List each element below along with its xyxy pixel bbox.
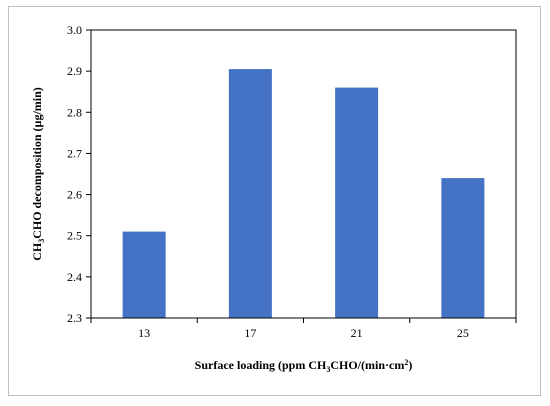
y-tick-label: 2.9 [67, 64, 82, 78]
y-tick-label: 3.0 [67, 23, 82, 37]
y-axis-title: CH3CHO decomposition (µg/min) [30, 87, 46, 261]
y-tick-label: 2.5 [67, 229, 82, 243]
bar-21 [335, 87, 379, 318]
x-tick-label: 25 [457, 326, 469, 340]
bar-25 [441, 178, 485, 318]
y-axis-ticks: 2.3 2.4 2.5 2.6 2.7 2.8 2.9 3.0 [67, 23, 91, 325]
plot-border [90, 29, 517, 319]
bars-group [122, 69, 485, 318]
bar-17 [228, 69, 272, 318]
y-tick-label: 2.8 [67, 105, 82, 119]
y-tick-label: 2.6 [67, 188, 82, 202]
bar-13 [122, 231, 166, 318]
x-tick-label: 13 [138, 326, 150, 340]
y-tick-label: 2.3 [67, 311, 82, 325]
x-tick-label: 21 [351, 326, 363, 340]
x-tick-label: 17 [244, 326, 256, 340]
x-axis-ticks: 13 17 21 25 [90, 318, 517, 340]
y-tick-label: 2.7 [67, 146, 82, 160]
y-tick-label: 2.4 [67, 270, 82, 284]
x-axis-title: Surface loading (ppm CH3CHO/(min·cm2) [195, 358, 413, 374]
